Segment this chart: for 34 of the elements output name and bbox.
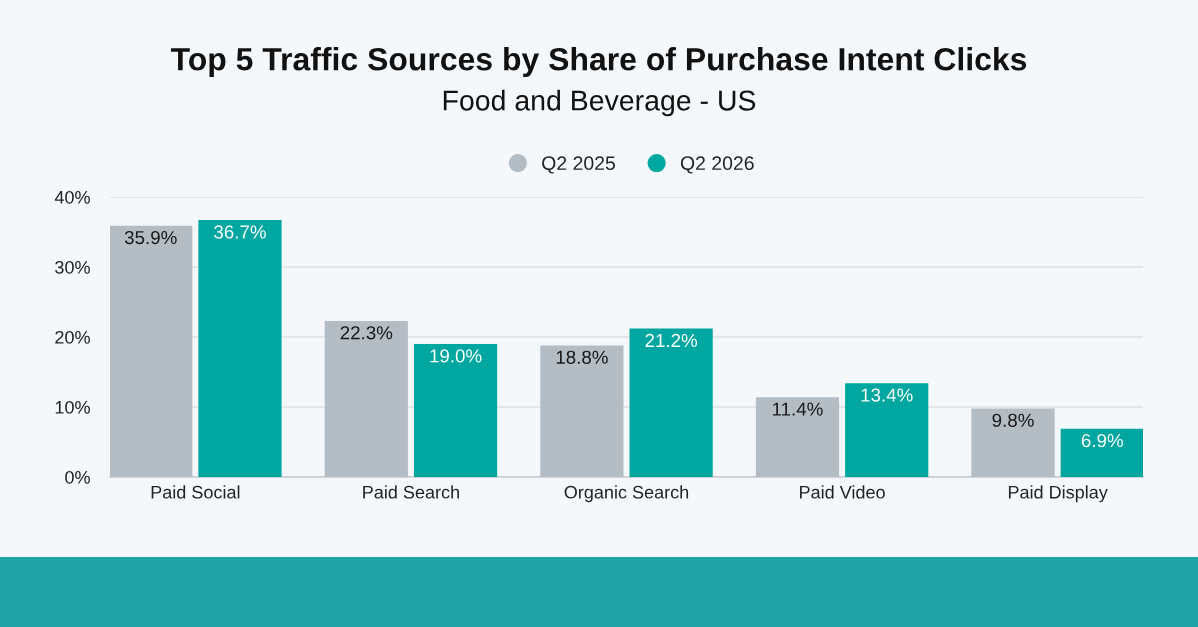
- bar: [110, 225, 193, 477]
- bar: [1060, 428, 1143, 477]
- y-tick-label: 30%: [55, 260, 90, 274]
- data-label: 6.9%: [1081, 433, 1123, 448]
- data-label: 22.3%: [340, 326, 393, 340]
- chart-title: Top 5 Traffic Sources by Share of Purchase Intent Clicks: [170, 47, 1027, 77]
- bar: [629, 328, 713, 477]
- data-label: 11.4%: [772, 402, 823, 416]
- y-tick-label: 20%: [55, 330, 90, 344]
- y-tick-label: 10%: [55, 400, 90, 414]
- x-tick-label: Paid Search: [363, 485, 459, 499]
- data-label: 36.7%: [214, 225, 266, 239]
- legend-label: Q2 2026: [680, 156, 754, 174]
- bar: [755, 397, 840, 477]
- bar: [413, 344, 498, 477]
- data-label: 18.8%: [556, 350, 608, 364]
- bar: [324, 320, 408, 477]
- data-label: 9.8%: [992, 413, 1034, 427]
- x-tick-label: Paid Display: [1008, 485, 1108, 503]
- y-tick-label: 40%: [54, 190, 90, 204]
- x-tick-label: Paid Social: [151, 485, 240, 499]
- chart-subtitle: Food and Beverage - US: [443, 89, 756, 117]
- legend-label: Q2 2025: [542, 156, 615, 174]
- x-tick-label: Organic Search: [564, 485, 689, 503]
- data-label: 35.9%: [124, 230, 177, 245]
- data-label: 13.4%: [861, 388, 913, 402]
- bar: [971, 408, 1055, 477]
- x-tick-label: Paid Video: [800, 485, 885, 499]
- bar: [540, 345, 624, 477]
- bar: [845, 383, 929, 477]
- data-label: 21.2%: [645, 333, 698, 348]
- y-tick-label: 0%: [65, 470, 90, 484]
- bar: [198, 220, 282, 477]
- data-label: 19.0%: [430, 349, 482, 363]
